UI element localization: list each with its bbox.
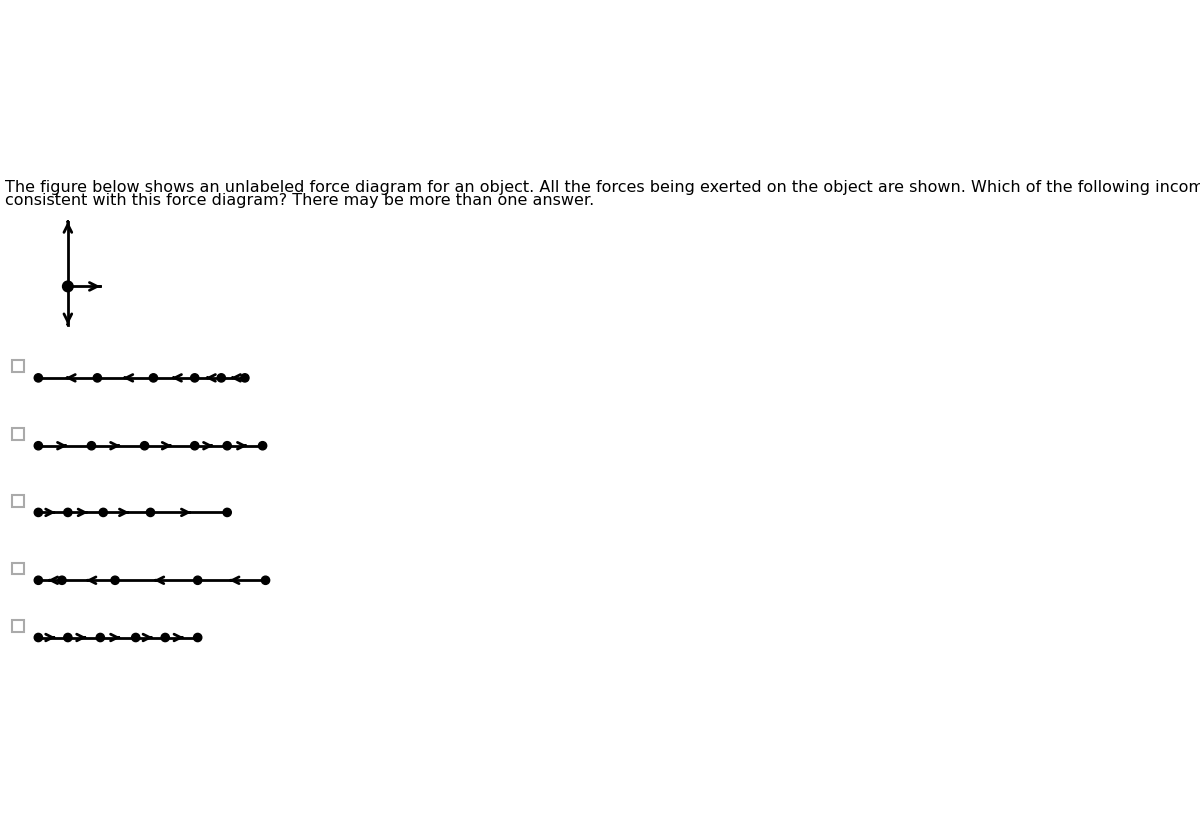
Circle shape xyxy=(191,374,199,382)
Circle shape xyxy=(146,508,155,517)
Circle shape xyxy=(94,374,102,382)
Circle shape xyxy=(35,374,42,382)
Circle shape xyxy=(262,576,270,584)
Bar xyxy=(12,428,24,440)
Circle shape xyxy=(35,508,42,517)
Circle shape xyxy=(35,634,42,642)
Circle shape xyxy=(191,441,199,450)
Circle shape xyxy=(110,576,119,584)
Text: consistent with this force diagram? There may be more than one answer.: consistent with this force diagram? Ther… xyxy=(5,192,594,207)
Bar xyxy=(12,563,24,574)
Circle shape xyxy=(88,441,96,450)
Circle shape xyxy=(241,374,250,382)
Circle shape xyxy=(258,441,266,450)
Circle shape xyxy=(35,441,42,450)
Circle shape xyxy=(223,508,232,517)
Circle shape xyxy=(193,634,202,642)
Bar xyxy=(12,619,24,632)
Text: The figure below shows an unlabeled force diagram for an object. All the forces : The figure below shows an unlabeled forc… xyxy=(5,180,1200,195)
Circle shape xyxy=(100,508,107,517)
Circle shape xyxy=(223,441,232,450)
Circle shape xyxy=(58,576,66,584)
Circle shape xyxy=(161,634,169,642)
Circle shape xyxy=(132,634,140,642)
Circle shape xyxy=(35,576,42,584)
Circle shape xyxy=(149,374,157,382)
Bar xyxy=(12,360,24,372)
Bar xyxy=(12,495,24,507)
Circle shape xyxy=(140,441,149,450)
Circle shape xyxy=(62,281,73,292)
Circle shape xyxy=(64,634,72,642)
Circle shape xyxy=(193,576,202,584)
Circle shape xyxy=(217,374,226,382)
Circle shape xyxy=(96,634,104,642)
Circle shape xyxy=(64,508,72,517)
